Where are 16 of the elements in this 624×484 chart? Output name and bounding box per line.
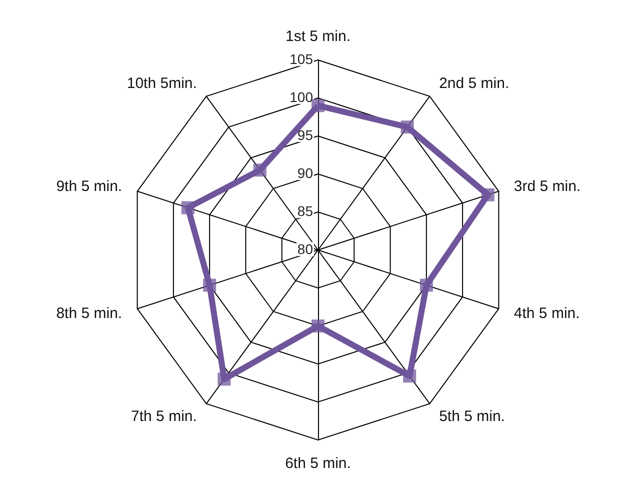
spoke-label: 6th 5 min. (285, 455, 351, 472)
spoke-label: 10th 5min. (126, 74, 197, 92)
y-tick-label: 85 (297, 203, 314, 219)
spoke-label: 7th 5 min. (131, 408, 197, 426)
spoke-label: 8th 5 min. (56, 305, 122, 322)
y-tick-label: 80 (297, 241, 314, 257)
spoke-label: 2nd 5 min. (439, 74, 510, 92)
y-tick-label: 90 (297, 165, 314, 181)
spoke-label: 5th 5 min. (439, 408, 505, 426)
y-tick-label: 95 (297, 127, 314, 143)
y-tick-label: 100 (290, 89, 314, 105)
y-tick-label: 105 (290, 51, 314, 67)
spoke-label: 4th 5 min. (514, 305, 580, 322)
spoke-label: 9th 5 min. (56, 178, 122, 195)
spoke-label: 1st 5 min. (285, 28, 351, 45)
spoke-label: 3rd 5 min. (514, 178, 581, 195)
